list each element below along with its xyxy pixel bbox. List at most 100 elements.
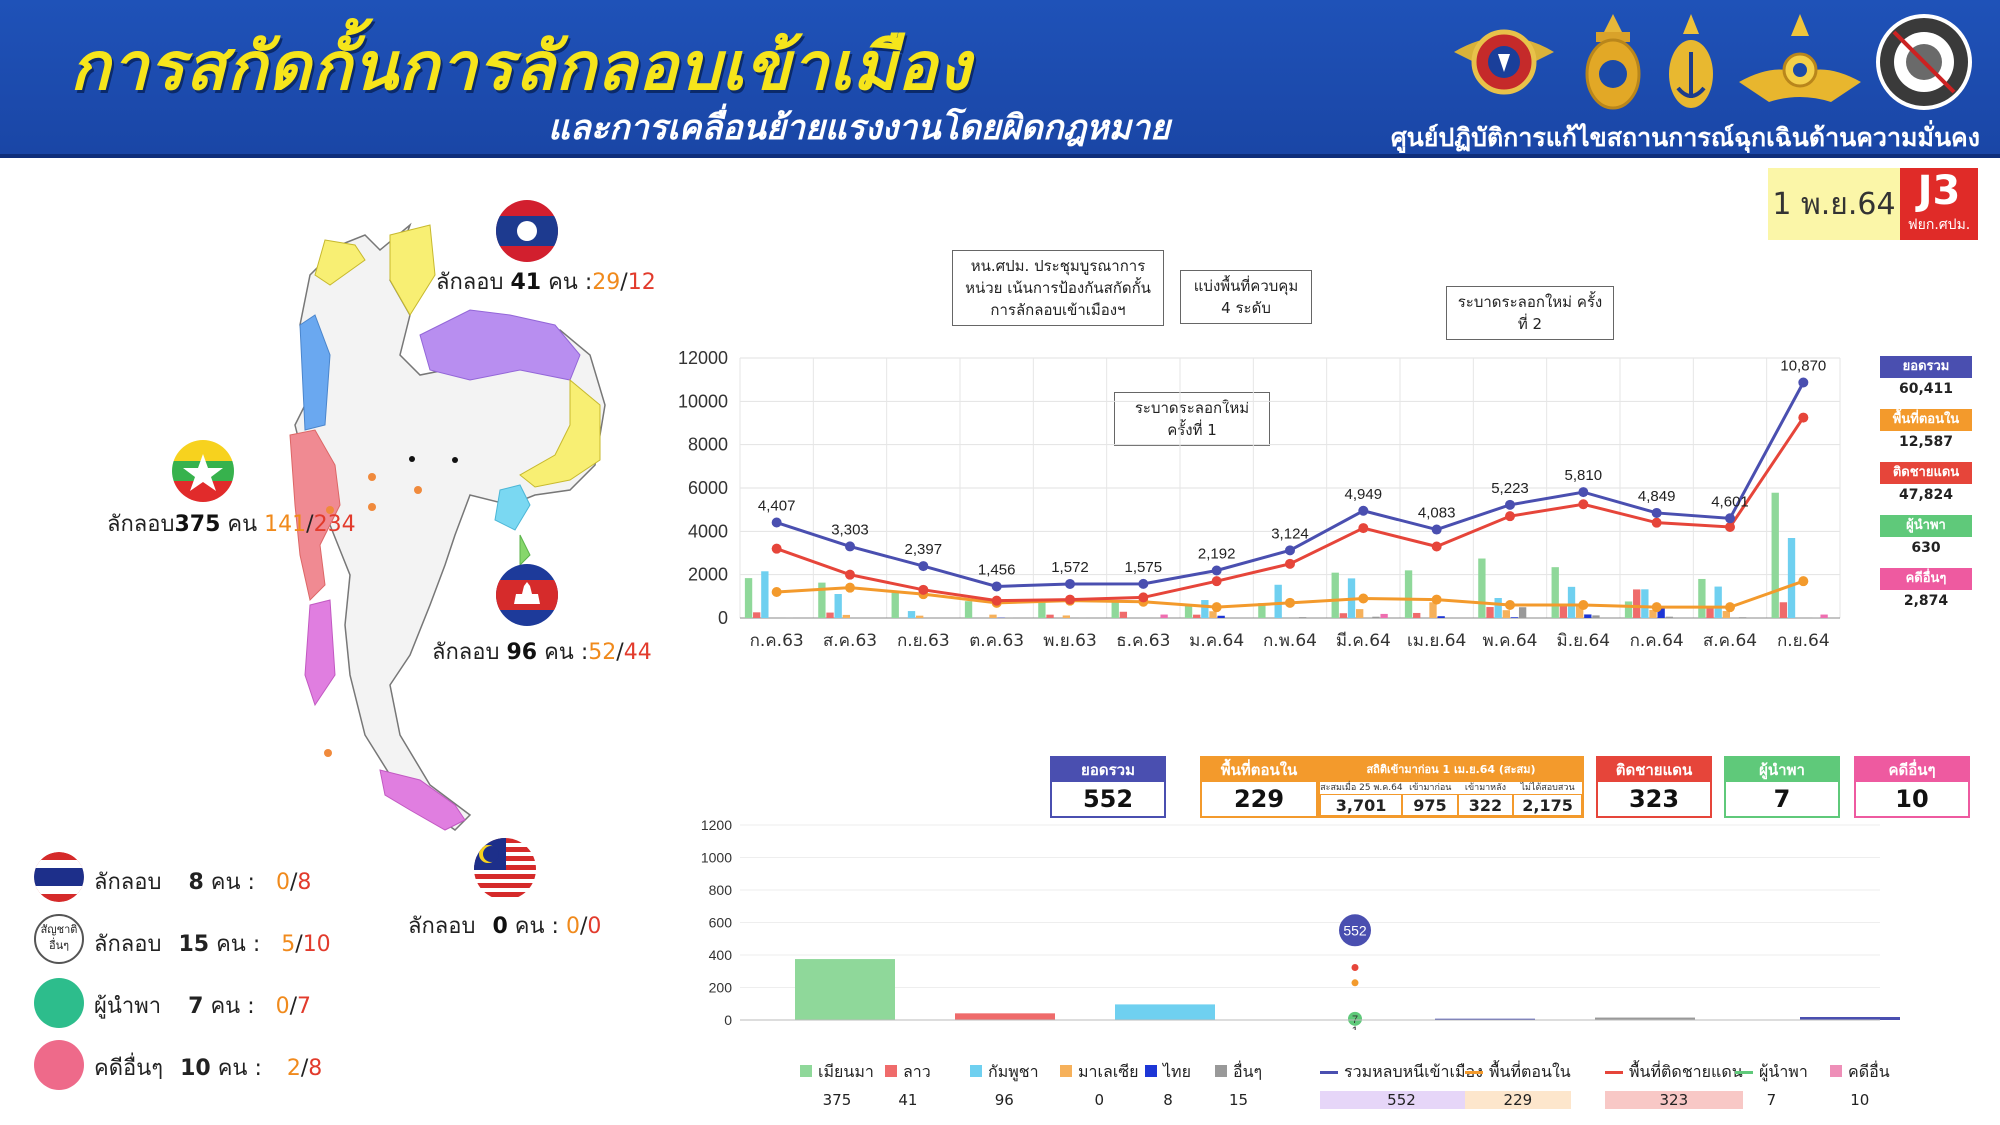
data-label: 2,397	[905, 541, 943, 558]
header-banner: การสกัดกั้นการลักลอบเข้าเมือง และการเคลื…	[0, 0, 2000, 158]
legend-item: เมียนมา 375	[800, 1060, 874, 1109]
j3-code: J3	[1917, 168, 1961, 214]
side-legend-item: ผู้นำพา 630	[1880, 515, 1972, 556]
bottom-legend: เมียนมา 375 ลาว 41 กัมพูชา 96 มาเลเซีย 0 ไทย 8 อื่…	[760, 1060, 1920, 1116]
data-label: 3,303	[831, 521, 869, 538]
legend-line-icon	[1320, 1071, 1338, 1074]
data-label: 4,083	[1418, 505, 1456, 522]
mini-bar	[1820, 614, 1828, 618]
series-point	[1138, 578, 1149, 589]
series-point	[1651, 517, 1662, 528]
legend-line-icon	[1735, 1071, 1753, 1074]
side-legend-item: พื้นที่ตอนใน 12,587	[1880, 409, 1972, 450]
summary-guide: ผู้นำพา 7	[1724, 756, 1840, 818]
legend-line-icon	[1605, 1071, 1623, 1074]
stat-count: 8	[188, 870, 204, 895]
mini-bar	[1119, 611, 1128, 618]
mini-bar	[1258, 603, 1266, 618]
stat-col-value: 3,701	[1320, 794, 1403, 816]
myanmar-unit: คน	[227, 512, 258, 537]
series-point	[771, 587, 782, 597]
mini-bar	[1445, 617, 1453, 618]
series-point	[1725, 522, 1735, 532]
legend-item: ลาว 41	[885, 1060, 931, 1109]
point-marker	[1351, 979, 1359, 987]
data-label: 4,601	[1711, 493, 1749, 510]
mini-bar	[1429, 602, 1437, 618]
daily-breakdown-chart: 02004006008001000120055271	[701, 817, 1900, 1030]
series-point	[771, 543, 782, 554]
x-tick-label: เม.ย.64	[1407, 631, 1466, 651]
thai-flag-icon	[34, 852, 84, 902]
mini-bar	[1298, 617, 1307, 618]
stat-b: 10	[302, 932, 331, 957]
side-legend-label: ติดชายแดน	[1880, 462, 1972, 484]
malaysia-colon: :	[551, 914, 559, 939]
legend-label: เมียนมา	[818, 1062, 874, 1081]
category-bar	[955, 1013, 1055, 1020]
x-tick-label: ก.ย.63	[897, 631, 950, 651]
myanmar-prefix: ลักลอบ	[107, 512, 175, 537]
side-legend-label: พื้นที่ตอนใน	[1880, 409, 1972, 431]
legend-value: 0	[1094, 1091, 1105, 1109]
data-label: 5,810	[1565, 467, 1603, 484]
police-emblem-icon	[1876, 14, 1972, 110]
summary-total-label: ยอดรวม	[1052, 758, 1164, 782]
cambodia-stats: ลักลอบ 96 คน :52/44	[432, 634, 652, 669]
legend-square-icon	[800, 1065, 812, 1077]
y-tick-label: 0	[724, 1012, 732, 1028]
stat-col-value: 322	[1457, 794, 1514, 816]
stat-unit: คน	[217, 1056, 248, 1081]
mini-bar	[1738, 617, 1747, 618]
legend-item: พื้นที่ติดชายแดน 323	[1605, 1060, 1743, 1109]
navy-emblem-icon	[1669, 14, 1713, 108]
stat-col-label: ไม่ได้สอบสวน	[1520, 783, 1575, 793]
mini-bar	[761, 571, 769, 618]
summary-other-label: คดีอื่นๆ	[1856, 758, 1968, 782]
stat-count: 15	[178, 932, 210, 957]
myanmar-flag-icon	[172, 440, 234, 502]
mini-bar	[1404, 570, 1413, 618]
legend-line-icon	[1465, 1071, 1483, 1074]
myanmar-count: 375	[174, 512, 221, 537]
stat-count: 10	[180, 1056, 211, 1081]
mini-bar	[907, 611, 916, 618]
cambodia-slash: /	[616, 640, 624, 665]
mini-bar	[1665, 616, 1673, 618]
series-point	[1285, 545, 1295, 556]
series-point	[1358, 523, 1369, 534]
summary-border-value: 323	[1628, 785, 1680, 813]
y-tick-label: 6000	[688, 478, 728, 498]
page-title: การสกัดกั้นการลักลอบเข้าเมือง	[70, 28, 972, 105]
series-point	[991, 595, 1002, 606]
y-tick-label: 8000	[688, 435, 728, 455]
stat-unit: คน	[210, 994, 241, 1019]
mini-bar	[1209, 611, 1217, 618]
x-tick-label: ส.ค.63	[823, 631, 877, 651]
legend-value: 10	[1850, 1091, 1870, 1109]
legend-square-icon	[885, 1065, 897, 1077]
cambodia-flag-icon	[496, 564, 558, 626]
series-point	[1725, 513, 1735, 524]
stat-slash: /	[300, 1056, 309, 1081]
point-label: 552	[1343, 922, 1367, 938]
malaysia-stats: ลักลอบ 0 คน : 0/0	[408, 908, 601, 943]
series-point	[771, 517, 782, 528]
data-label: 2,192	[1198, 546, 1236, 563]
side-legend-label: ยอดรวม	[1880, 356, 1972, 378]
mini-bar	[1771, 492, 1779, 618]
laos-stats: ลักลอบ 41 คน :29/12	[436, 264, 656, 299]
summary-total: ยอดรวม 552	[1050, 756, 1166, 818]
mini-bar	[1184, 605, 1193, 618]
y-tick-label: 12000	[678, 348, 728, 368]
x-tick-label: ม.ค.64	[1189, 631, 1244, 651]
mini-bar	[842, 614, 850, 618]
stat-unit: คน	[216, 932, 246, 957]
x-tick-label: พ.ค.64	[1482, 631, 1537, 651]
side-legend-label: ผู้นำพา	[1880, 515, 1972, 537]
series-point	[1211, 576, 1222, 587]
malaysia-unit: คน	[514, 914, 545, 939]
cambodia-unit: คน	[544, 640, 574, 665]
data-label: 4,407	[758, 498, 796, 515]
army-emblem-icon	[1585, 14, 1641, 110]
